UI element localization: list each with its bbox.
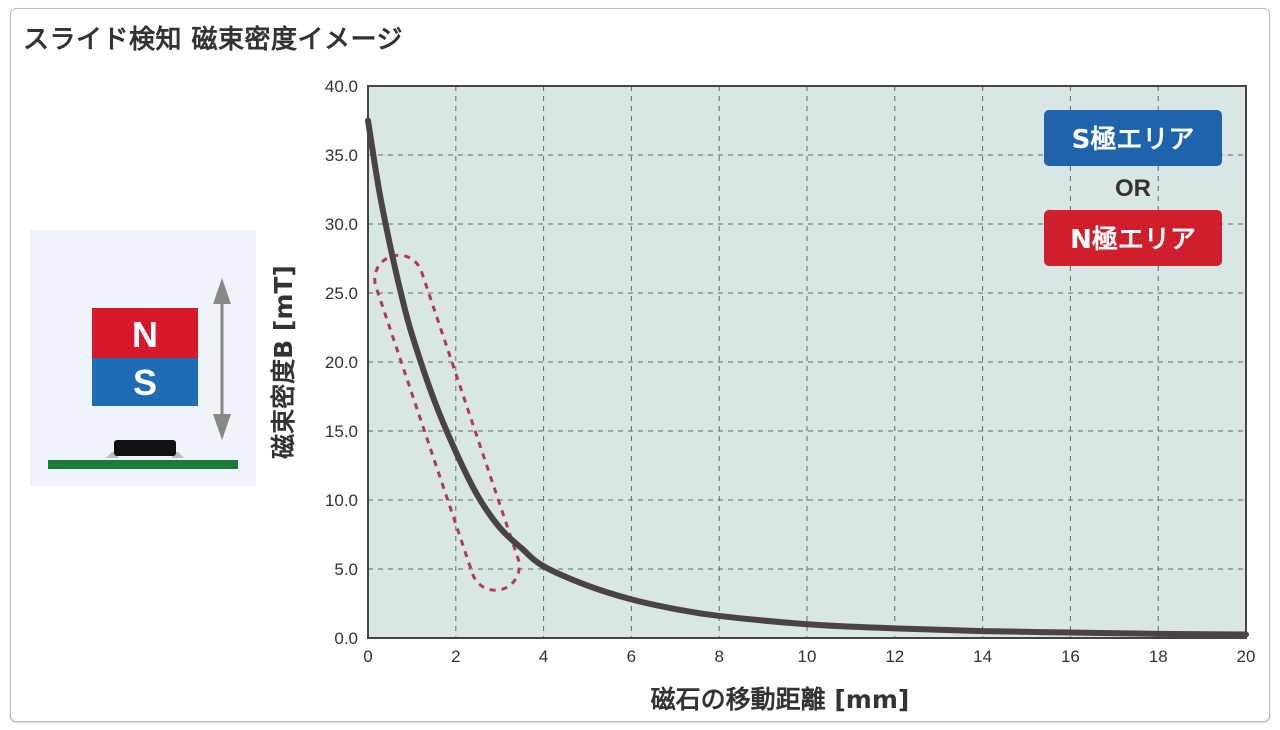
x-axis-label: 磁石の移動距離 [mm] bbox=[651, 685, 910, 714]
y-tick-label: 5.0 bbox=[334, 560, 358, 579]
y-tick-label: 0.0 bbox=[334, 629, 358, 648]
y-tick-label: 30.0 bbox=[325, 215, 358, 234]
magnet-north-pole bbox=[92, 308, 198, 358]
x-tick-label: 6 bbox=[627, 647, 636, 666]
x-tick-label: 8 bbox=[714, 647, 723, 666]
magnet-illustration: N S bbox=[30, 230, 256, 486]
x-tick-label: 10 bbox=[798, 647, 817, 666]
x-tick-label: 12 bbox=[885, 647, 904, 666]
s-area-badge bbox=[1044, 110, 1222, 166]
magnet-north-label: N bbox=[132, 314, 158, 355]
plot-area: 0.0 5.0 10.0 15.0 20.0 25.0 30.0 35.0 40.0 0 2 4 6 8… bbox=[325, 77, 1256, 666]
slide-direction-arrow-icon bbox=[213, 278, 231, 440]
x-tick-label: 4 bbox=[539, 647, 548, 666]
y-axis-label: 磁束密度B [mT] bbox=[269, 265, 298, 459]
s-area-label: S極エリア bbox=[1072, 125, 1195, 155]
series-line bbox=[365, 117, 1249, 638]
x-tick-label: 0 bbox=[363, 647, 372, 666]
circuit-board bbox=[48, 460, 238, 469]
highlight-region bbox=[373, 253, 521, 592]
legend: S極エリア OR N極エリア bbox=[1044, 110, 1222, 266]
page-title: スライド検知 磁束密度イメージ bbox=[23, 25, 404, 55]
x-axis-ticks: 0 2 4 6 8 10 12 14 16 18 20 bbox=[363, 647, 1255, 666]
magnet-south-label: S bbox=[133, 362, 157, 403]
n-area-label: N極エリア bbox=[1070, 225, 1196, 255]
x-tick-label: 2 bbox=[451, 647, 460, 666]
plot-frame bbox=[367, 85, 1247, 639]
x-tick-label: 20 bbox=[1237, 647, 1256, 666]
or-label: OR bbox=[1115, 175, 1151, 202]
x-tick-label: 16 bbox=[1061, 647, 1080, 666]
y-tick-label: 25.0 bbox=[325, 284, 358, 303]
sensor-chip-icon bbox=[106, 440, 184, 458]
y-tick-label: 20.0 bbox=[325, 353, 358, 372]
x-tick-label: 18 bbox=[1149, 647, 1168, 666]
y-axis-ticks: 0.0 5.0 10.0 15.0 20.0 25.0 30.0 35.0 40.0 bbox=[325, 77, 358, 648]
x-tick-label: 14 bbox=[973, 647, 992, 666]
y-tick-label: 10.0 bbox=[325, 491, 358, 510]
y-tick-label: 35.0 bbox=[325, 146, 358, 165]
y-tick-label: 40.0 bbox=[325, 77, 358, 96]
y-tick-label: 15.0 bbox=[325, 422, 358, 441]
magnet-south-pole bbox=[92, 358, 198, 406]
n-area-badge bbox=[1044, 210, 1222, 266]
